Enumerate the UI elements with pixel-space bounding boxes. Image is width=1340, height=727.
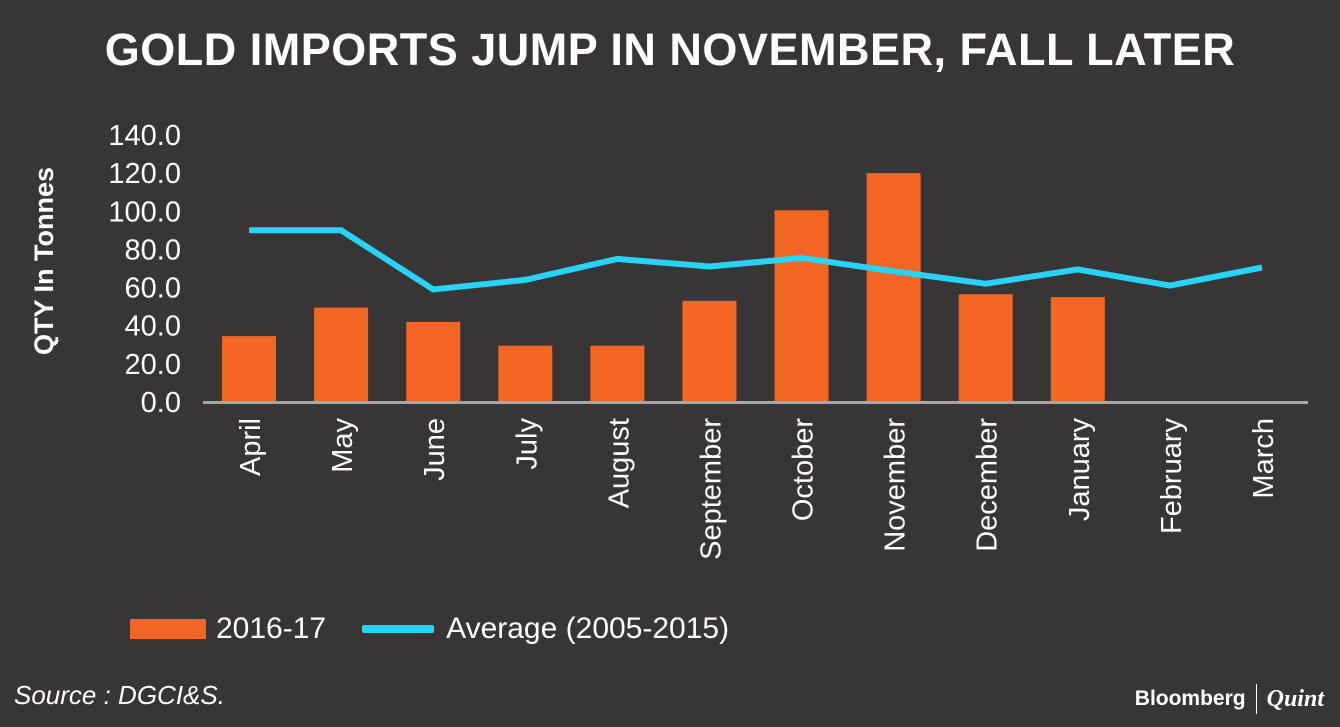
y-axis-label: QTY In Tonnes [29, 167, 59, 355]
legend-item-line: Average (2005-2015) [362, 612, 729, 646]
bar-october [774, 210, 829, 401]
bar-november [866, 173, 921, 401]
y-tick-label: 40.0 [125, 311, 181, 343]
y-tick-label: 60.0 [125, 273, 181, 305]
legend-label-bar: 2016-17 [216, 612, 327, 645]
bar-june [406, 321, 461, 401]
average-line [249, 227, 1263, 293]
x-tick-label: August [603, 418, 635, 508]
x-tick-label: December [972, 418, 1004, 552]
x-tick-label: July [511, 418, 543, 470]
x-tick-label: September [695, 418, 727, 560]
x-tick-label: February [1156, 418, 1188, 535]
bar-december [958, 294, 1013, 401]
x-tick-label: November [880, 418, 912, 552]
x-tick-label: April [235, 418, 267, 476]
x-tick-label: October [788, 418, 820, 521]
bar-may [314, 307, 369, 401]
legend-swatch-bar [130, 619, 206, 639]
legend-label-line: Average (2005-2015) [446, 612, 730, 645]
x-tick-label: January [1064, 418, 1096, 522]
brand-name-left: Bloomberg [1134, 687, 1246, 710]
y-tick-label: 80.0 [125, 234, 181, 266]
source-note: Source : DGCI&S. [14, 680, 225, 710]
y-tick-label: 140.0 [108, 120, 181, 152]
brand-name-right: Quint [1266, 685, 1324, 712]
bar-september [682, 300, 737, 401]
legend-swatch-line [362, 625, 435, 633]
chart-title: GOLD IMPORTS JUMP IN NOVEMBER, FALL LATE… [104, 24, 1236, 75]
y-tick-label: 0.0 [141, 387, 181, 419]
brand-divider [1255, 684, 1257, 714]
bar-august [590, 345, 645, 401]
x-tick-label: June [419, 418, 451, 481]
x-tick-label: May [327, 418, 359, 473]
bar-january [1050, 297, 1105, 401]
brand-logo: Bloomberg Quint [1135, 684, 1324, 714]
bar-july [498, 345, 553, 401]
legend-item-bar: 2016-17 [130, 612, 326, 646]
legend: 2016-17 Average (2005-2015) [130, 612, 765, 646]
y-tick-label: 100.0 [108, 196, 181, 228]
y-tick-label: 120.0 [108, 158, 181, 190]
y-tick-label: 20.0 [125, 349, 181, 381]
bar-april [222, 336, 277, 401]
x-tick-label: March [1248, 418, 1280, 499]
